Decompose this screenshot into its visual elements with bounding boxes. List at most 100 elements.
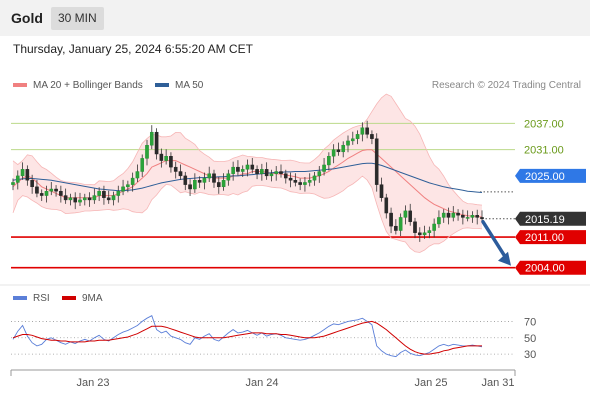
level-text-2015.19: 2015.19 — [525, 214, 565, 226]
time-tick-jan-24: Jan 24 — [245, 377, 278, 389]
candle-body — [169, 156, 173, 168]
candle-body — [30, 180, 34, 188]
level-tag-2011.00 — [515, 230, 586, 245]
time-tick-jan-31: Jan 31 — [481, 377, 514, 389]
candle-body — [212, 173, 216, 183]
time-tick-jan-23: Jan 23 — [76, 377, 109, 389]
candle-body — [408, 210, 413, 222]
candle-body — [20, 169, 25, 177]
candle-body — [470, 215, 475, 218]
level-text-2004.00: 2004.00 — [525, 263, 565, 275]
candle-body — [82, 197, 87, 201]
candle-body — [11, 182, 15, 185]
candle-body — [97, 190, 101, 196]
bollinger-lower-line — [12, 175, 483, 253]
forecast-arrow-head — [498, 251, 511, 266]
legend-ma50: MA 50 — [155, 80, 203, 91]
candle-body — [15, 175, 20, 183]
legend-label-rsi: RSI — [33, 293, 50, 304]
candle-body — [398, 217, 403, 231]
candle-body — [59, 190, 63, 196]
candle-body — [336, 149, 341, 153]
candle-body — [365, 127, 369, 135]
candle-body — [322, 164, 326, 172]
candle-body — [92, 195, 97, 201]
candle-body — [446, 212, 451, 218]
candle-body — [240, 169, 245, 172]
candle-body — [461, 215, 465, 218]
time-tick-jan-25: Jan 25 — [414, 377, 447, 389]
candle-body — [283, 173, 288, 179]
level-text-2025.00: 2025.00 — [525, 171, 565, 183]
candle-body — [250, 164, 255, 170]
candle-body — [456, 212, 460, 216]
candle-body — [255, 169, 259, 174]
candle-body — [279, 171, 283, 174]
level-tag-2015.19 — [515, 211, 586, 226]
candle-body — [441, 212, 446, 218]
candle-body — [35, 186, 39, 194]
level-tag-2025.00 — [515, 168, 586, 183]
candle-body — [307, 180, 312, 183]
candle-body — [260, 169, 264, 174]
legend-label-bollinger: MA 20 + Bollinger Bands — [33, 80, 143, 91]
candle-body — [49, 188, 54, 192]
header-bar: Gold 30 MIN — [0, 0, 590, 36]
level-label-2037.00: 2037.00 — [524, 118, 564, 130]
candle-body — [480, 217, 484, 219]
candle-body — [465, 217, 470, 219]
level-text-2037.00: 2037.00 — [524, 118, 564, 130]
candle-body — [102, 190, 106, 198]
candle-body — [135, 171, 140, 179]
candle-body — [394, 225, 398, 231]
candle-body — [193, 180, 197, 190]
candle-body — [221, 180, 226, 188]
candle-body — [331, 149, 336, 157]
forecast-arrow-shaft — [481, 220, 509, 262]
candle-body — [355, 134, 360, 139]
level-label-2011.00: 2011.00 — [515, 230, 586, 245]
candle-body — [236, 166, 240, 172]
legend-swatch-9ma — [62, 296, 76, 301]
candle-body — [44, 190, 49, 196]
rsi-tick-50: 50 — [524, 333, 536, 345]
timeframe-badge[interactable]: 30 MIN — [51, 7, 104, 30]
candle-body — [164, 156, 168, 161]
timestamp: Thursday, January 25, 2024 6:55:20 AM CE… — [13, 42, 253, 56]
level-text-2031.00: 2031.00 — [524, 145, 564, 157]
candle-body — [78, 199, 82, 203]
candle-body — [121, 186, 125, 192]
rsi-line — [12, 315, 483, 358]
candle-body — [106, 197, 111, 201]
level-tag-2004.00 — [515, 260, 586, 275]
candle-body — [207, 173, 212, 179]
level-label-2015.19: 2015.19 — [515, 211, 586, 226]
candle-body — [403, 210, 408, 218]
candle-body — [341, 145, 346, 153]
candle-body — [417, 232, 422, 236]
candle-body — [269, 173, 274, 177]
candle-body — [374, 138, 379, 185]
candle-body — [188, 184, 192, 190]
candle-body — [451, 212, 456, 218]
candle-body — [154, 131, 159, 155]
candle-body — [427, 230, 432, 233]
candle-body — [63, 195, 68, 201]
level-text-2011.00: 2011.00 — [525, 232, 564, 244]
candle-body — [413, 221, 417, 233]
candle-body — [116, 190, 121, 196]
credit-text: Research © 2024 Trading Central — [431, 80, 581, 91]
candle-body — [327, 156, 331, 166]
candle-body — [293, 180, 298, 183]
candle-body — [245, 164, 250, 170]
legend-swatch-ma50 — [155, 83, 169, 88]
candle-body — [54, 188, 58, 192]
legend-swatch-bollinger — [13, 83, 27, 88]
candle-body — [298, 182, 302, 185]
candle-body — [317, 171, 322, 177]
candle-body — [39, 193, 44, 196]
candle-body — [178, 171, 183, 177]
bollinger-upper-line — [12, 93, 483, 206]
candle-body — [197, 180, 202, 183]
